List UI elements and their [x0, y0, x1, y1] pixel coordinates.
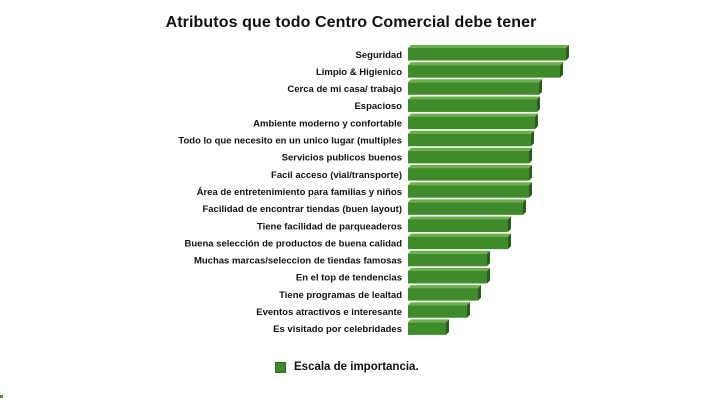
category-label: Seguridad: [356, 50, 403, 61]
bar-side-face: [508, 233, 511, 250]
category-label: Cerca de mi casa/ trabajo: [287, 84, 402, 95]
bar-front-face: [408, 82, 539, 95]
bar: [408, 96, 540, 112]
bar-side-face: [446, 319, 449, 335]
bar-front-face: [408, 133, 531, 147]
legend-label: Escala de importancia.: [294, 361, 419, 373]
bar-top-face: [408, 216, 511, 220]
bar-front-face: [408, 65, 560, 78]
corner-mark: [0, 395, 3, 398]
category-labels: Seguridad Limpio & Higienico Cerca de mi c…: [178, 50, 402, 335]
bar-side-face: [487, 267, 490, 284]
bar: [408, 113, 538, 130]
category-label: Todo lo que necesito en un unico lugar (…: [178, 136, 402, 147]
bar-front-face: [408, 305, 467, 318]
bar-side-face: [560, 62, 563, 78]
category-label: Tiene facilidad de parqueaderos: [257, 221, 402, 232]
category-label: Ambiente moderno y confortable: [253, 118, 402, 129]
bar: [408, 45, 569, 61]
bar-top-face: [408, 130, 534, 134]
bar-side-face: [487, 250, 490, 267]
bar-side-face: [529, 165, 532, 181]
bar-top-face: [408, 113, 538, 117]
bar: [408, 216, 511, 232]
bar-side-face: [523, 199, 526, 215]
bar: [408, 319, 449, 335]
bar-top-face: [408, 182, 532, 186]
bar-top-face: [408, 267, 490, 271]
bar-front-face: [408, 116, 535, 130]
bar-top-face: [408, 285, 481, 289]
bar-front-face: [408, 185, 529, 198]
bar-side-face: [537, 96, 540, 112]
bar-side-face: [531, 130, 534, 147]
category-label: Servicios publicos buenos: [282, 153, 402, 164]
category-label: Espacioso: [354, 101, 402, 112]
bar-side-face: [478, 285, 481, 301]
bar: [408, 267, 490, 284]
bar-side-face: [539, 79, 542, 95]
bar-front-face: [408, 168, 529, 181]
category-label: Tiene programas de lealtad: [279, 290, 402, 301]
bars: [408, 45, 569, 335]
bar: [408, 250, 490, 267]
bar-front-face: [408, 270, 487, 284]
bar: [408, 302, 470, 318]
legend: Escala de importancia.: [275, 360, 419, 374]
bar: [408, 182, 532, 198]
category-label: Facil acceso (vial/transporte): [271, 170, 402, 181]
category-label: Es visitado por celebridades: [273, 324, 402, 335]
bar-side-face: [508, 216, 511, 232]
bar-side-face: [566, 45, 569, 61]
chart-title: Atributos que todo Centro Comercial debe…: [165, 14, 537, 31]
bar-front-face: [408, 322, 446, 335]
bar: [408, 165, 532, 181]
bar: [408, 79, 542, 95]
bar-top-face: [408, 199, 526, 203]
category-label: En el top de tendencias: [296, 273, 402, 284]
bar-top-face: [408, 62, 563, 66]
bar-top-face: [408, 147, 532, 151]
category-label: Facilidad de encontrar tiendas (buen lay…: [202, 204, 402, 215]
bar-front-face: [408, 253, 487, 267]
bar-top-face: [408, 79, 542, 83]
bar-front-face: [408, 236, 508, 250]
bar-top-face: [408, 233, 511, 237]
bar-top-face: [408, 96, 540, 100]
bar-front-face: [408, 288, 478, 301]
category-label: Muchas marcas/seleccion de tiendas famos…: [194, 256, 402, 267]
bar-side-face: [535, 113, 538, 130]
category-label: Eventos atractivos e interesante: [256, 307, 402, 318]
bar-front-face: [408, 150, 529, 164]
bar-front-face: [408, 219, 508, 232]
category-label: Buena selección de productos de buena ca…: [185, 238, 403, 249]
bar-top-face: [408, 302, 470, 306]
bar-side-face: [529, 182, 532, 198]
bar: [408, 62, 563, 78]
bar: [408, 147, 532, 164]
bar-front-face: [408, 99, 537, 112]
bar-top-face: [408, 165, 532, 169]
bar-front-face: [408, 202, 523, 215]
bar-side-face: [467, 302, 470, 318]
bar-top-face: [408, 319, 449, 323]
bar-side-face: [529, 147, 532, 164]
bar: [408, 285, 481, 301]
category-label: Limpio & Higienico: [316, 67, 402, 78]
bar: [408, 130, 534, 147]
bar-top-face: [408, 250, 490, 254]
bar-top-face: [408, 45, 569, 48]
category-label: Área de entretenimiento para familias y …: [197, 187, 402, 198]
bar: [408, 199, 526, 215]
bar: [408, 233, 511, 250]
legend-swatch: [275, 361, 286, 373]
bar-front-face: [408, 48, 566, 61]
